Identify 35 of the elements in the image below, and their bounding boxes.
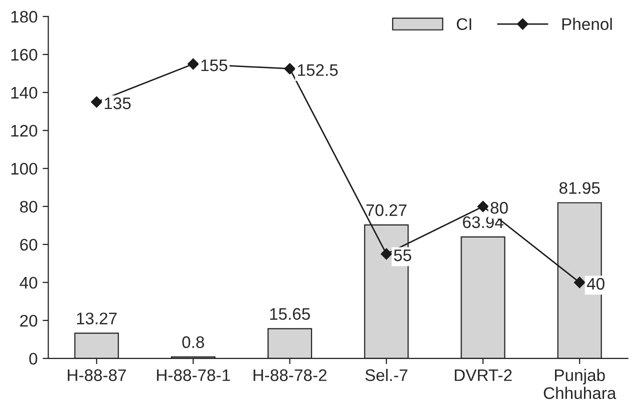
data-label: 55	[394, 250, 412, 262]
legend-label: Phenol	[562, 18, 612, 30]
x-tick-label: Sel.-7	[365, 368, 408, 382]
y-tick-label: 120	[11, 124, 38, 137]
y-tick-label: 80	[20, 200, 38, 213]
data-label: 80	[490, 202, 508, 214]
y-tick-label: 60	[20, 238, 38, 251]
x-tick-label: Punjab Chhuhara	[544, 368, 616, 400]
data-label: 40	[586, 278, 604, 290]
point	[477, 200, 489, 212]
point	[90, 96, 102, 108]
x-tick-label: H-88-87	[68, 369, 126, 382]
x-tick-label: H-88-78-1	[157, 369, 230, 382]
y-tick-label: 40	[20, 276, 38, 289]
data-label: 0.8	[182, 336, 204, 348]
x-tick-label: H-88-78-2	[254, 369, 326, 382]
y-tick-label: 100	[11, 162, 38, 175]
point	[284, 63, 296, 74]
y-tick-label: 160	[11, 48, 38, 61]
data-label: 81.95	[559, 182, 600, 194]
point	[380, 248, 392, 260]
data-label: 15.65	[270, 308, 310, 320]
x-tick-label: DVRT-2	[454, 369, 512, 381]
data-label: 13.27	[77, 312, 117, 324]
y-tick-label: 140	[11, 86, 38, 99]
data-label: 135	[104, 97, 131, 110]
data-label: 152.5	[298, 64, 338, 76]
data-label: 70.27	[366, 204, 406, 216]
y-tick-label: 180	[11, 10, 38, 23]
legend-label: CI	[456, 18, 472, 30]
point	[188, 58, 199, 70]
data-label: 155	[201, 60, 228, 72]
y-tick-label: 0	[29, 352, 38, 365]
y-tick-label: 20	[20, 314, 38, 327]
point	[574, 276, 586, 288]
